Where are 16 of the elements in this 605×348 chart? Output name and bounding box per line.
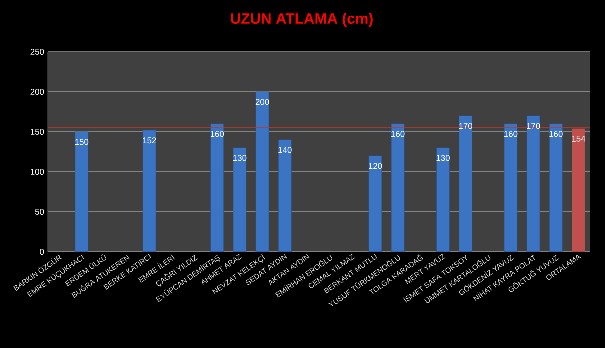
data-label: 160 xyxy=(504,131,518,138)
data-label: 152 xyxy=(143,138,156,144)
data-label: 160 xyxy=(392,131,405,138)
data-label: 130 xyxy=(436,155,450,162)
data-label: 154 xyxy=(572,136,586,142)
data-label: 140 xyxy=(278,147,292,154)
y-tick-label: 150 xyxy=(30,129,44,135)
data-label: 120 xyxy=(369,163,382,170)
data-label: 130 xyxy=(234,155,247,162)
y-tick-label: 50 xyxy=(35,209,44,215)
data-label: 160 xyxy=(550,131,563,138)
y-tick-label: 0 xyxy=(40,249,44,255)
y-tick-label: 200 xyxy=(30,89,44,95)
chart-title: UZUN ATLAMA (cm) xyxy=(231,13,373,27)
y-tick-label: 100 xyxy=(30,169,44,175)
y-tick-label: 250 xyxy=(30,49,44,55)
